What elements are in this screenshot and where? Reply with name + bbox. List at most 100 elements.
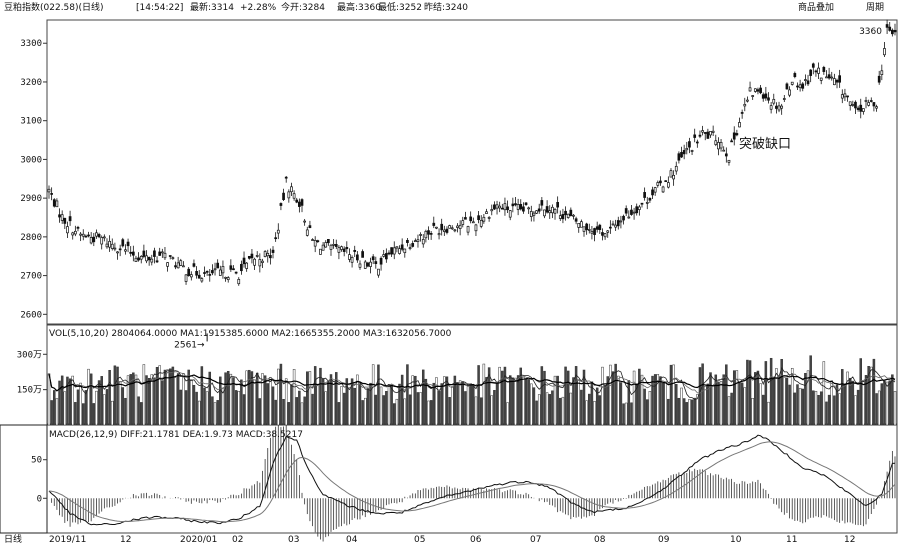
volume-bar-130 bbox=[390, 384, 393, 426]
candle-195 bbox=[561, 214, 565, 220]
volume-bar-220 bbox=[627, 380, 631, 426]
candle-286 bbox=[801, 83, 805, 89]
candle-289 bbox=[809, 69, 813, 76]
candle-243 bbox=[688, 141, 691, 148]
candle-150 bbox=[442, 229, 446, 232]
volume-bar-94 bbox=[295, 397, 298, 426]
candle-282 bbox=[790, 81, 794, 85]
volume-bar-103 bbox=[319, 367, 322, 426]
volume-bar-100 bbox=[311, 393, 314, 426]
candle-113 bbox=[345, 246, 349, 250]
candle-31 bbox=[129, 251, 133, 254]
candle-162 bbox=[474, 224, 478, 232]
candle-103 bbox=[319, 248, 322, 255]
candle-254 bbox=[717, 142, 720, 150]
volume-bar-42 bbox=[158, 365, 161, 426]
candle-5 bbox=[60, 214, 64, 221]
candle-231 bbox=[656, 182, 660, 186]
volume-bar-169 bbox=[493, 390, 496, 426]
price-tick-label-3: 2900 bbox=[20, 194, 42, 204]
candle-119 bbox=[361, 251, 364, 258]
volume-bar-107 bbox=[329, 374, 333, 426]
volume-bar-1 bbox=[50, 400, 53, 426]
candle-298 bbox=[833, 78, 836, 86]
candle-210 bbox=[601, 232, 604, 236]
volume-bar-119 bbox=[361, 400, 364, 426]
volume-bar-176 bbox=[511, 377, 515, 426]
volume-bar-9 bbox=[71, 375, 74, 426]
volume-bar-245 bbox=[693, 397, 696, 426]
candle-10 bbox=[74, 230, 77, 235]
change-text: +2.28% bbox=[240, 3, 277, 13]
macd-layer bbox=[48, 425, 896, 542]
candle-3 bbox=[55, 200, 59, 208]
candle-61 bbox=[208, 274, 212, 276]
x-label-10: 09 bbox=[658, 535, 670, 545]
volume-bar-20 bbox=[100, 376, 103, 426]
volume-bar-0 bbox=[47, 373, 51, 426]
volume-bar-4 bbox=[58, 380, 61, 426]
candle-51 bbox=[182, 265, 185, 268]
volume-bar-82 bbox=[263, 375, 267, 426]
candle-55 bbox=[192, 263, 196, 267]
volume-bar-206 bbox=[590, 381, 594, 426]
candle-306 bbox=[854, 101, 857, 109]
candle-268 bbox=[753, 88, 757, 92]
x-label-6: 05 bbox=[414, 535, 425, 545]
candle-304 bbox=[848, 101, 852, 106]
volume-bar-301 bbox=[841, 369, 844, 426]
volume-bar-110 bbox=[337, 402, 341, 426]
candle-75 bbox=[245, 262, 249, 269]
candle-45 bbox=[166, 262, 169, 267]
candle-185 bbox=[535, 210, 538, 214]
volume-bar-274 bbox=[769, 357, 773, 426]
volume-bar-222 bbox=[632, 370, 636, 426]
overlay-button[interactable]: 商品叠加 bbox=[798, 1, 834, 13]
candle-130 bbox=[390, 247, 393, 255]
volume-bar-97 bbox=[303, 396, 306, 426]
price-layer bbox=[47, 19, 897, 286]
volume-bar-35 bbox=[139, 402, 143, 426]
candle-212 bbox=[606, 230, 610, 233]
volume-layer bbox=[47, 355, 897, 426]
volume-bar-116 bbox=[353, 387, 356, 426]
volume-bar-312 bbox=[870, 366, 873, 426]
candle-274 bbox=[769, 105, 773, 110]
candle-278 bbox=[780, 105, 784, 109]
candle-145 bbox=[429, 233, 433, 235]
candle-224 bbox=[638, 206, 641, 210]
candle-180 bbox=[522, 206, 525, 212]
candle-8 bbox=[68, 216, 72, 222]
volume-bar-43 bbox=[161, 380, 164, 426]
candle-22 bbox=[105, 243, 109, 248]
period-button[interactable]: 周期 bbox=[866, 2, 884, 13]
candle-84 bbox=[269, 255, 272, 259]
volume-bar-262 bbox=[738, 382, 741, 426]
candle-129 bbox=[387, 252, 391, 255]
volume-bar-243 bbox=[688, 399, 691, 426]
time-text: [14:54:22] bbox=[136, 3, 183, 13]
volume-bar-153 bbox=[450, 386, 454, 426]
candle-102 bbox=[316, 240, 320, 243]
x-label-1: 12 bbox=[120, 535, 131, 545]
macd-diff-line bbox=[48, 434, 896, 526]
volume-bar-283 bbox=[793, 392, 797, 426]
candle-191 bbox=[551, 206, 554, 214]
volume-bar-294 bbox=[822, 361, 826, 426]
candle-43 bbox=[160, 251, 164, 254]
volume-bar-285 bbox=[798, 387, 802, 426]
volume-bar-127 bbox=[382, 395, 385, 426]
x-label-4: 03 bbox=[288, 535, 299, 545]
volume-bar-209 bbox=[598, 395, 602, 426]
volume-bar-114 bbox=[348, 387, 351, 426]
volume-bar-93 bbox=[292, 369, 296, 426]
x-label-0: 2019/11 bbox=[49, 535, 86, 545]
volume-bar-59 bbox=[203, 387, 206, 426]
candle-21 bbox=[102, 236, 106, 239]
volume-bar-111 bbox=[340, 386, 343, 426]
volume-bar-22 bbox=[105, 389, 109, 426]
candle-194 bbox=[558, 215, 562, 219]
volume-bar-223 bbox=[635, 384, 638, 426]
volume-bar-256 bbox=[722, 374, 725, 426]
